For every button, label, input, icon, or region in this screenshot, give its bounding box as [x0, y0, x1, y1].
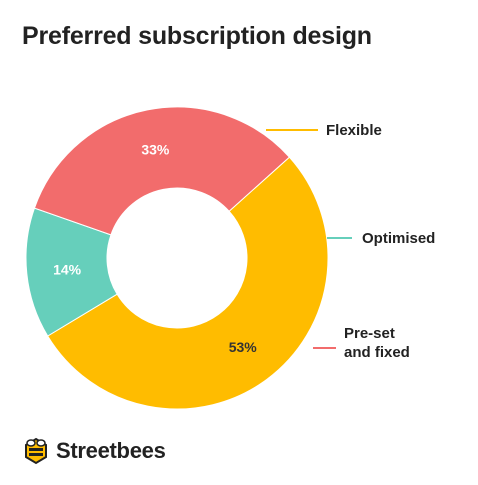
slice-flexible: [47, 156, 329, 410]
value-label: 14%: [53, 261, 82, 277]
chart-title: Preferred subscription design: [22, 22, 372, 50]
category-label: Optimised: [362, 230, 435, 247]
brand-name: Streetbees: [56, 438, 166, 463]
category-label: Flexible: [326, 122, 382, 139]
slice-pre-set-and-fixed: [33, 106, 291, 236]
bee-icon: [25, 437, 47, 465]
brand-logo: Streetbees: [22, 437, 166, 465]
category-label: Pre-set and fixed: [344, 325, 410, 361]
value-label: 33%: [141, 142, 170, 158]
value-label: 53%: [229, 339, 258, 355]
